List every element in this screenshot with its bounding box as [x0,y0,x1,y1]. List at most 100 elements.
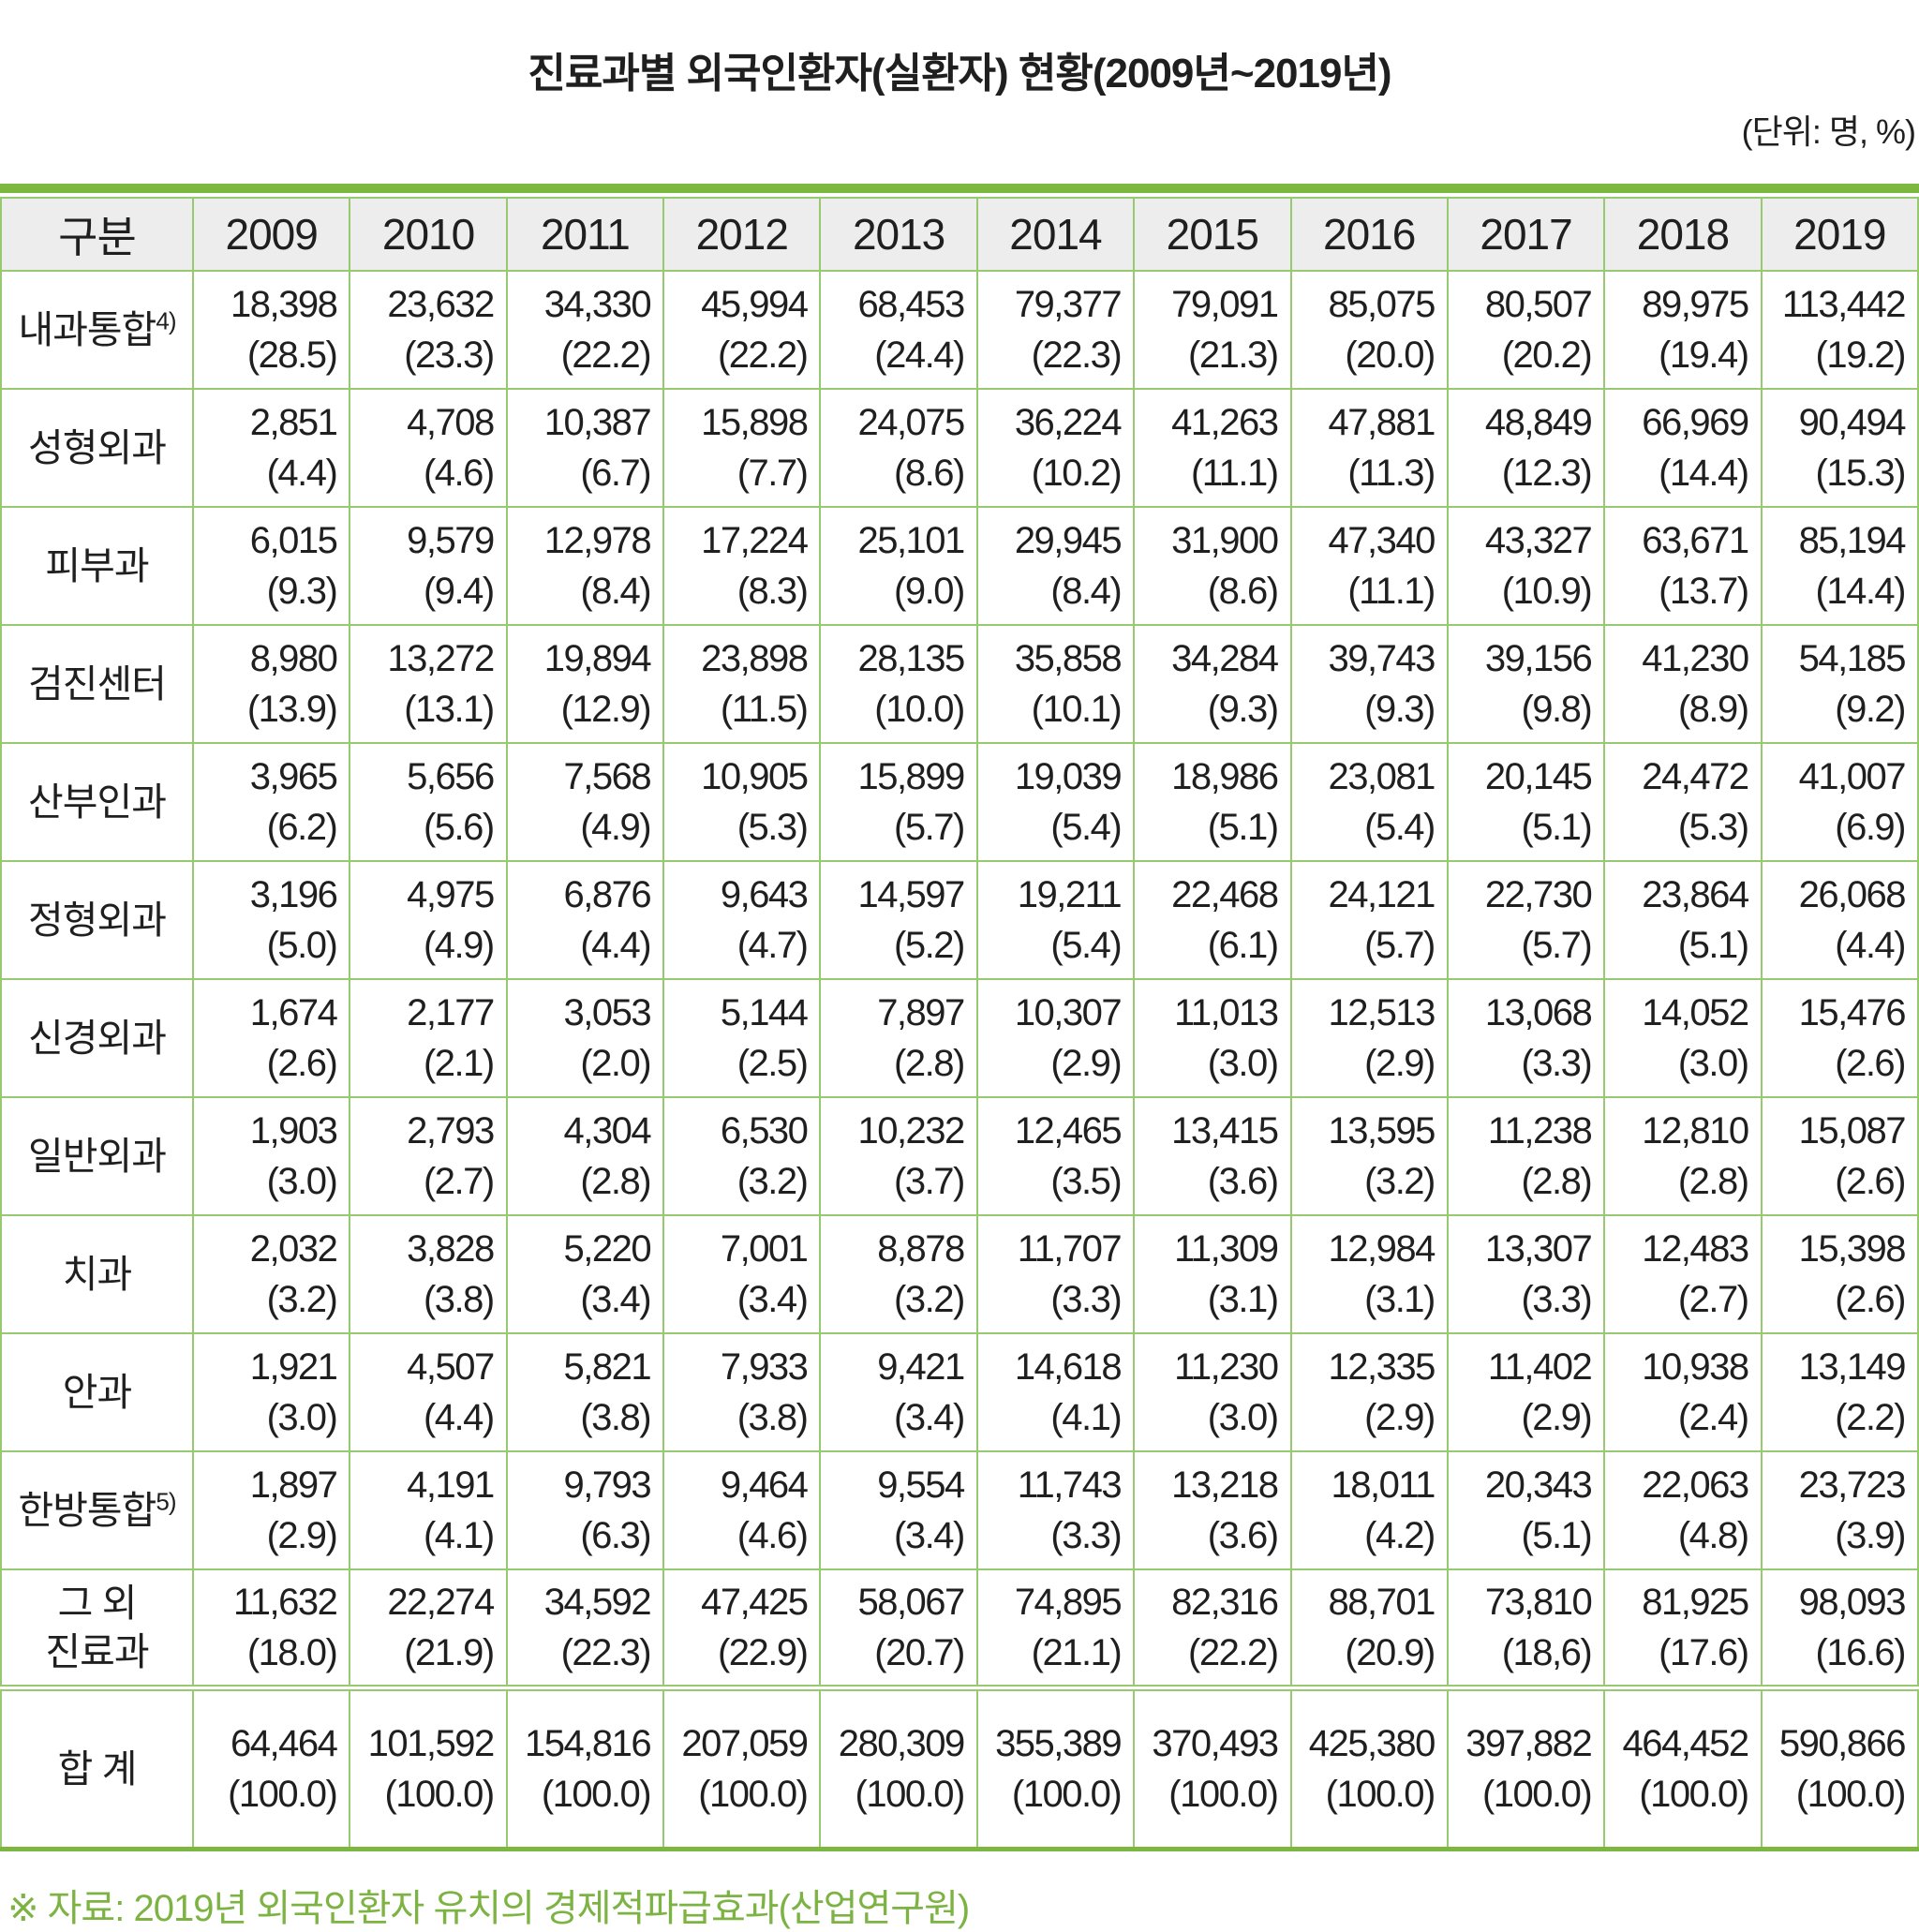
cell-percent: (12.9) [560,689,652,730]
cell-count: 6,015 [249,520,338,561]
row-label: 합 계 [1,1684,193,1849]
cell-percent: (5.4) [1050,925,1122,966]
cell-count: 28,135 [857,638,965,679]
table-cell: 54,185 (9.2) [1760,624,1918,743]
table-cell: 22,468 (6.1) [1133,860,1291,979]
cell-count: 10,387 [543,402,652,443]
table-cell: 11,309 (3.1) [1133,1214,1291,1333]
cell-percent: (5.2) [894,925,965,966]
cell-percent: (22.2) [1188,1631,1279,1673]
cell-count: 397,882 [1465,1722,1593,1764]
cell-percent: (5.7) [1521,925,1592,966]
unit-label: (단위: 명, %) [1741,112,1916,151]
cell-count: 12,513 [1328,992,1436,1033]
cell-count: 18,986 [1171,756,1279,797]
table-cell: 8,980 (13.9) [191,624,350,743]
cell-count: 7,933 [720,1346,809,1388]
cell-percent: (28.5) [246,334,338,376]
cell-count: 12,978 [543,520,652,561]
cell-count: 19,211 [1017,874,1123,915]
table-cell: 15,898 (7.7) [662,388,821,507]
cell-percent: (11.3) [1347,453,1436,494]
cell-percent: (100.0) [228,1773,338,1815]
cell-percent: (5.7) [1364,925,1436,966]
cell-percent: (22.2) [560,334,652,376]
cell-count: 15,398 [1798,1228,1907,1270]
cell-count: 85,194 [1798,520,1907,561]
table-cell: 370,493 (100.0) [1133,1684,1291,1849]
cell-count: 5,144 [720,992,809,1033]
cell-percent: (5.4) [1364,807,1436,848]
cell-percent: (100.0) [855,1773,966,1815]
cell-count: 370,493 [1152,1722,1279,1764]
cell-percent: (2.7) [423,1161,495,1202]
table-cell: 7,001 (3.4) [662,1214,821,1333]
cell-count: 7,568 [563,756,651,797]
cell-count: 101,592 [367,1722,496,1764]
cell-count: 48,849 [1484,402,1593,443]
cell-percent: (2.9) [1521,1397,1592,1438]
cell-percent: (11.1) [1347,571,1436,612]
table-row: 치과 2,032 (3.2) 3,828 (3.8) 5,220 (3.4) 7,001 (3.… [1,1214,1918,1333]
table-cell: 18,398 (28.5) [191,271,350,389]
cell-percent: (100.0) [1639,1773,1749,1815]
cell-percent: (23.3) [404,334,495,376]
cell-percent: (8.6) [1207,571,1279,612]
cell-count: 41,263 [1171,402,1279,443]
table-cell: 2,793 (2.7) [349,1096,507,1215]
cell-percent: (3.5) [1050,1161,1122,1202]
table-row: 그 외 진료과 11,632 (18.0) 22,274 (21.9) 34,592 (22.… [1,1568,1918,1687]
cell-count: 25,101 [857,520,965,561]
table-cell: 10,232 (3.7) [819,1096,977,1215]
cell-count: 2,177 [407,992,495,1033]
cell-count: 11,238 [1487,1110,1593,1152]
cell-count: 43,327 [1484,520,1593,561]
cell-percent: (3.0) [1207,1397,1279,1438]
cell-percent: (100.0) [1795,1773,1907,1815]
cell-count: 13,307 [1484,1228,1593,1270]
table-cell: 2,032 (3.2) [191,1214,350,1333]
table-cell: 80,507 (20.2) [1446,271,1605,389]
cell-percent: (3.0) [1207,1043,1279,1084]
cell-percent: (3.0) [1677,1043,1749,1084]
cell-count: 34,284 [1171,638,1279,679]
table-cell: 4,191 (4.1) [349,1450,507,1569]
cell-count: 8,980 [249,638,338,679]
table-cell: 154,816 (100.0) [505,1684,664,1849]
cell-percent: (9.8) [1521,689,1592,730]
cell-count: 23,898 [701,638,809,679]
cell-percent: (4.4) [423,1397,495,1438]
column-header-year: 2015 [1133,198,1291,272]
cell-count: 1,903 [249,1110,338,1152]
cell-count: 7,001 [720,1228,809,1270]
cell-percent: (2.9) [1050,1043,1122,1084]
cell-percent: (15.3) [1815,453,1907,494]
table-cell: 23,632 (23.3) [349,271,507,389]
table-cell: 5,144 (2.5) [662,978,821,1097]
cell-percent: (8.4) [1050,571,1122,612]
table-cell: 101,592 (100.0) [349,1684,507,1849]
cell-percent: (11.5) [720,689,809,730]
table-cell: 8,878 (3.2) [819,1214,977,1333]
column-header-year: 2013 [819,198,977,272]
cell-percent: (3.4) [894,1515,965,1556]
cell-count: 18,398 [231,284,338,325]
table-cell: 11,238 (2.8) [1446,1096,1605,1215]
table-cell: 24,075 (8.6) [819,388,977,507]
cell-percent: (4.8) [1677,1515,1749,1556]
cell-percent: (11.1) [1190,453,1279,494]
table-cell: 7,897 (2.8) [819,978,977,1097]
table-cell: 11,402 (2.9) [1446,1332,1605,1451]
cell-percent: (3.4) [580,1279,651,1320]
row-label: 한방통합5) [1,1450,193,1569]
cell-percent: (2.8) [1521,1161,1592,1202]
cell-percent: (5.3) [736,807,809,848]
cell-count: 5,821 [563,1346,651,1388]
table-cell: 85,194 (14.4) [1760,506,1918,625]
cell-percent: (9.3) [1207,689,1279,730]
cell-count: 8,878 [877,1228,965,1270]
table-cell: 24,472 (5.3) [1603,742,1762,861]
row-label: 일반외과 [1,1096,193,1215]
cell-percent: (6.1) [1207,925,1279,966]
cell-percent: (100.0) [698,1773,809,1815]
